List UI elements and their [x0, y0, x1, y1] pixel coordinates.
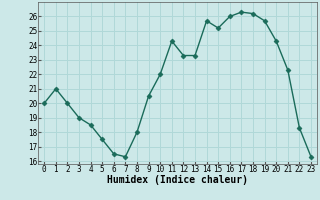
X-axis label: Humidex (Indice chaleur): Humidex (Indice chaleur) [107, 175, 248, 185]
